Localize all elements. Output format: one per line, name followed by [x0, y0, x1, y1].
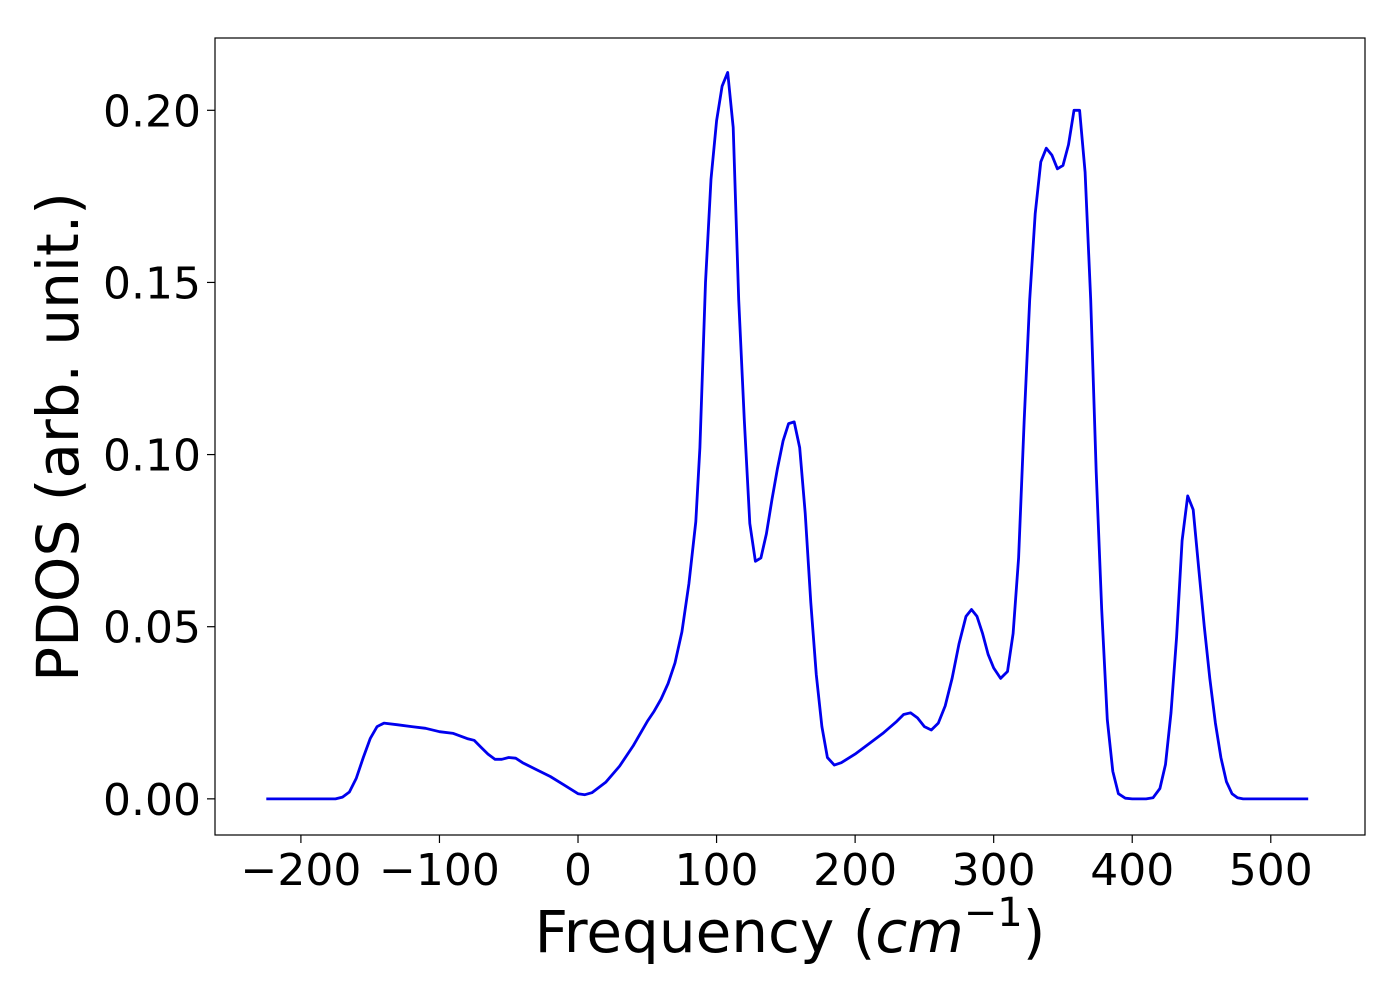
- y-tick-label: 0.15: [103, 258, 201, 309]
- y-tick-label: 0.05: [103, 603, 201, 654]
- x-axis-ticks: −200 −100 0 100 200 300 400 500: [240, 835, 1313, 896]
- x-axis-label-prefix: Frequency (: [535, 898, 876, 966]
- x-tick-label: 100: [675, 845, 759, 896]
- y-axis-label: PDOS (arb. unit.): [24, 192, 92, 682]
- series-line-0: [266, 71, 1309, 801]
- y-tick-label: 0.20: [103, 86, 201, 137]
- x-axis-label-var: cm: [875, 898, 963, 966]
- y-axis-ticks: 0.00 0.05 0.10 0.15 0.20: [103, 86, 215, 826]
- x-axis-label-suffix: ): [1023, 898, 1046, 966]
- x-tick-label: 0: [564, 845, 592, 896]
- series-layer: [266, 71, 1309, 801]
- y-tick-label: 0.10: [103, 431, 201, 482]
- x-tick-label: 200: [813, 845, 897, 896]
- x-tick-label: 500: [1229, 845, 1313, 896]
- y-tick-label: 0.00: [103, 775, 201, 826]
- x-tick-label: 300: [952, 845, 1036, 896]
- x-axis-label-sup: −1: [964, 890, 1023, 936]
- x-tick-label: −100: [379, 845, 500, 896]
- x-tick-label: −200: [240, 845, 361, 896]
- x-tick-label: 400: [1090, 845, 1174, 896]
- plot-frame: [214, 37, 1366, 836]
- x-axis-label: Frequency (cm−1): [535, 890, 1046, 966]
